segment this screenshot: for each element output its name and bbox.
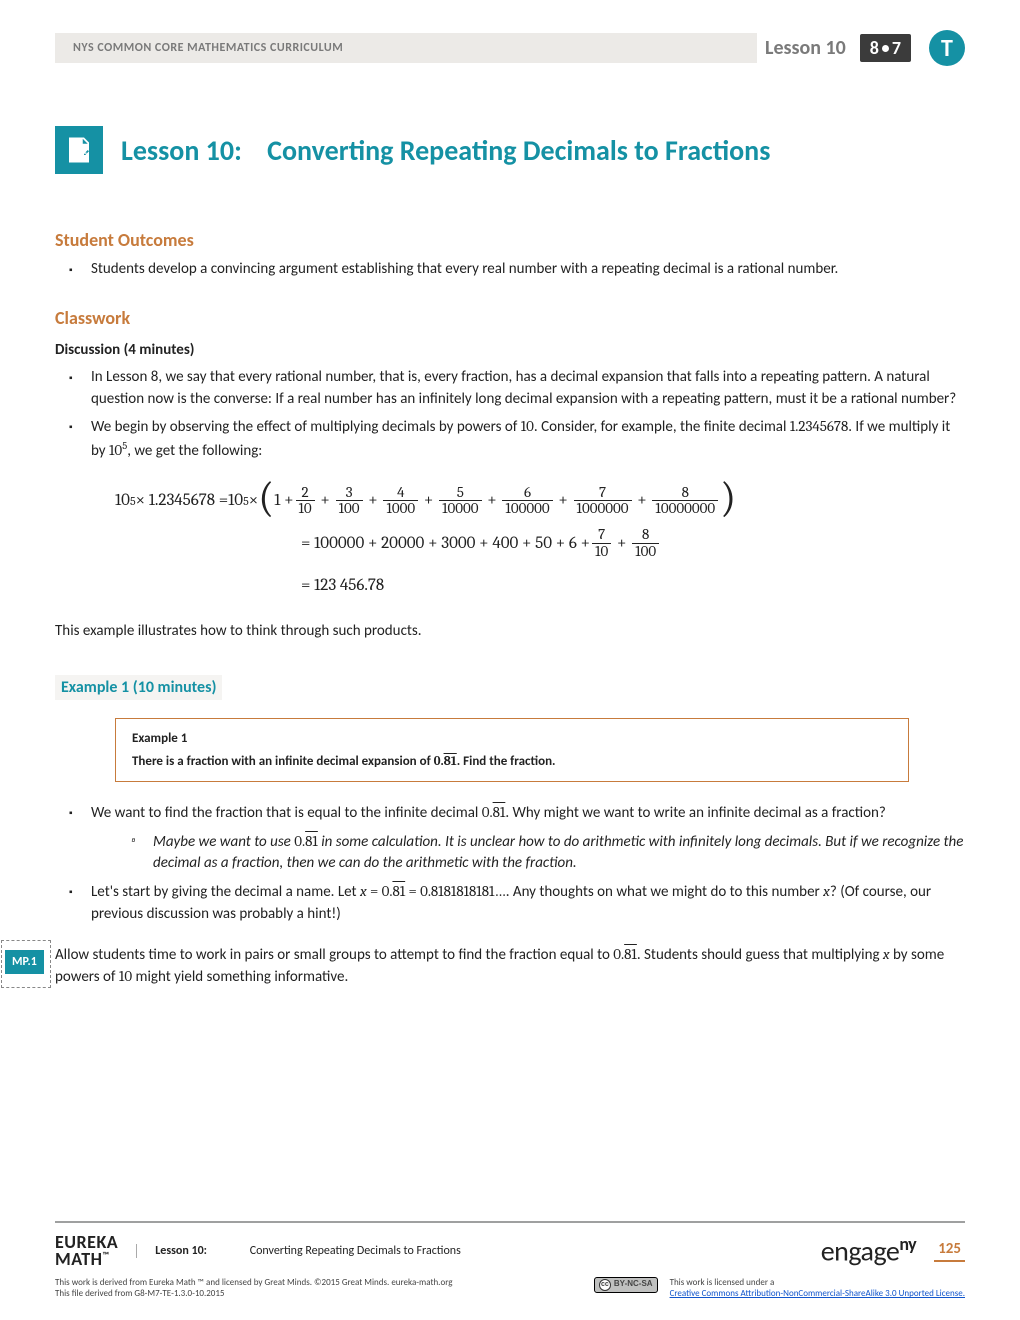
lesson-title-row: Lesson 10: Converting Repeating Decimals… [55, 126, 965, 174]
equation-block: 105 × 1.2345678 = 105 × (1 + 210 + 3100 … [115, 481, 965, 607]
fraction: 710 [592, 527, 611, 560]
discussion-bullet-2: We begin by observing the effect of mult… [91, 416, 965, 463]
eq-line-1: 105 × 1.2345678 = 105 × (1 + 210 + 3100 … [115, 481, 965, 522]
grade-module-box: 8 7 [860, 34, 911, 62]
cc-badge: cc BY-NC-SA [594, 1277, 658, 1293]
example-1-box: Example 1 There is a fraction with an in… [115, 718, 909, 782]
license-link[interactable]: Creative Commons Attribution-NonCommerci… [670, 1288, 965, 1299]
curriculum-label: NYS COMMON CORE MATHEMATICS CURRICULUM [55, 33, 757, 63]
mp-badge: MP.1 [5, 950, 44, 974]
example-1-sub-1: Maybe we want to use 0.81 in some calcul… [153, 831, 965, 876]
outcomes-list: Students develop a convincing argument e… [55, 259, 965, 281]
example-1-bullet-2: Let's start by giving the decimal a name… [91, 881, 965, 926]
page-number: 125 [934, 1240, 965, 1262]
fraction: 210 [296, 485, 315, 518]
footer-lesson: Lesson 10: Converting Repeating Decimals… [136, 1244, 821, 1258]
fraction: 810000000 [652, 485, 718, 518]
document-pencil-icon [55, 126, 103, 174]
fraction: 510000 [439, 485, 481, 518]
mp-text: Allow students time to work in pairs or … [55, 944, 965, 990]
fraction: 3100 [336, 485, 363, 518]
example-1-list: We want to find the fraction that is equ… [55, 802, 965, 926]
discussion-bullet-1: In Lesson 8, we say that every rational … [91, 367, 965, 411]
student-outcomes-heading: Student Outcomes [55, 229, 965, 251]
header-bar: NYS COMMON CORE MATHEMATICS CURRICULUM L… [55, 30, 965, 66]
title-prefix: Lesson 10: [121, 133, 242, 168]
mp-section: MP.1 Allow students time to work in pair… [55, 944, 965, 990]
fraction: 71000000 [574, 485, 632, 518]
teacher-edition-icon: T [929, 30, 965, 66]
module-number: 7 [892, 37, 901, 59]
discussion-list: In Lesson 8, we say that every rational … [55, 367, 965, 463]
dot-separator [882, 45, 889, 52]
license-text: This work is licensed under a Creative C… [670, 1277, 965, 1300]
eq-line-2: = 100000 + 20000 + 3000 + 400 + 50 + 6 +… [115, 524, 965, 565]
example-box-text: There is a fraction with an infinite dec… [132, 754, 892, 769]
lesson-title: Lesson 10: Converting Repeating Decimals… [121, 133, 770, 168]
footer: EUREKA MATH™ Lesson 10: Converting Repea… [55, 1221, 965, 1300]
title-text: Converting Repeating Decimals to Fractio… [267, 133, 770, 168]
eureka-logo: EUREKA MATH™ [55, 1234, 118, 1268]
fraction: 8100 [632, 527, 659, 560]
after-equation-text: This example illustrates how to think th… [55, 621, 965, 643]
eq-line-3: = 123 456.78 [115, 566, 965, 607]
grade-number: 8 [870, 37, 879, 59]
outcome-item: Students develop a convincing argument e… [91, 259, 965, 281]
example-1-bullet-1: We want to find the fraction that is equ… [91, 802, 965, 875]
engageny-logo: engageny [821, 1233, 916, 1268]
discussion-heading: Discussion (4 minutes) [55, 341, 965, 359]
fraction: 41000 [383, 485, 418, 518]
example-1-heading: Example 1 (10 minutes) [55, 675, 222, 700]
lesson-number: Lesson 10 [765, 36, 846, 60]
classwork-heading: Classwork [55, 307, 965, 329]
example-box-title: Example 1 [132, 731, 892, 746]
fraction: 6100000 [502, 485, 552, 518]
attribution-left: This work is derived from Eureka Math ™ … [55, 1277, 582, 1300]
